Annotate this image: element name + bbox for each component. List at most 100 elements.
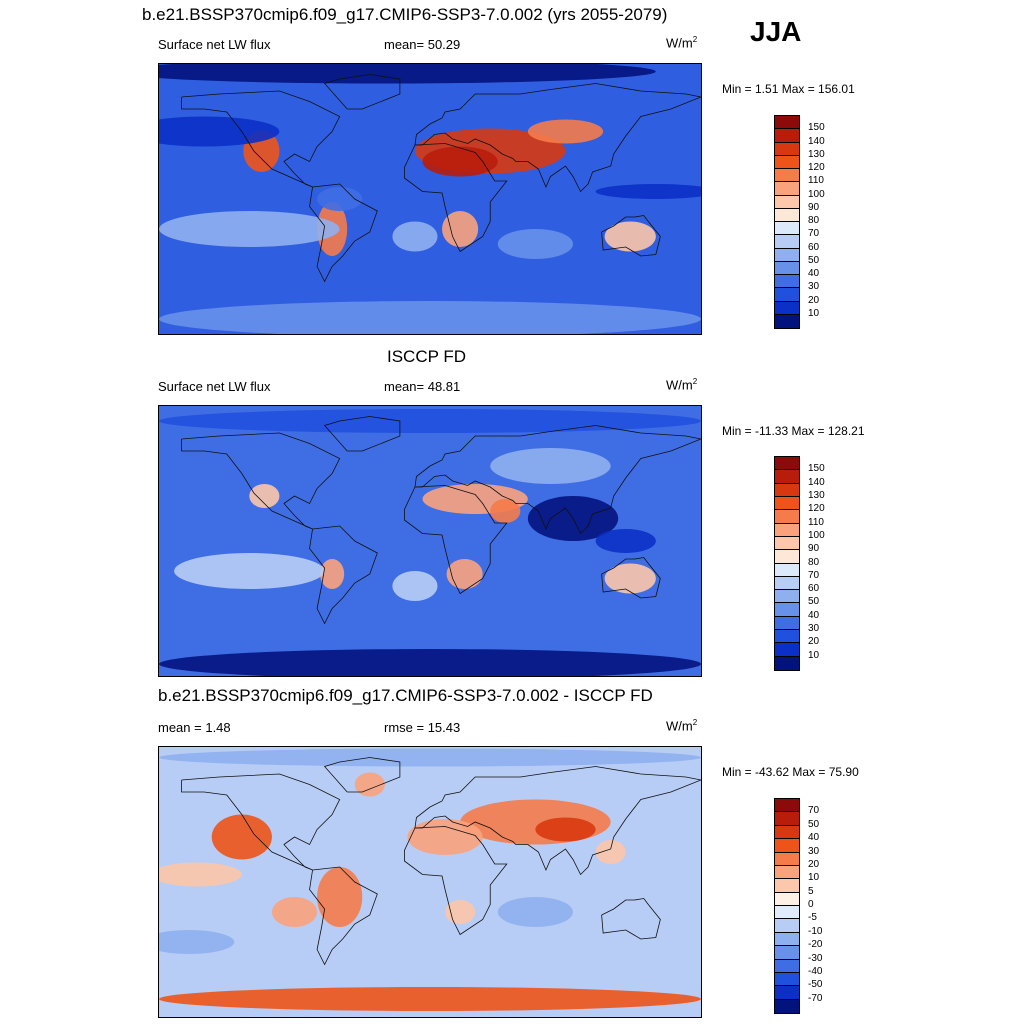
coastline xyxy=(404,826,508,936)
colorbar-tick-label: 140 xyxy=(808,135,825,147)
coastline xyxy=(181,432,341,530)
map-background xyxy=(159,747,701,1017)
colorbar-swatch xyxy=(775,235,799,249)
colorbar-tick-label: 30 xyxy=(808,845,820,857)
colorbar-swatch xyxy=(775,288,799,302)
colorbar-swatch xyxy=(775,799,799,813)
colorbar-swatch xyxy=(775,852,799,866)
colorbar-swatch xyxy=(775,261,799,275)
panel2-unit: W/m2 xyxy=(666,377,698,393)
panel1-map xyxy=(158,63,702,335)
colorbar-tick-label: 30 xyxy=(808,281,820,293)
field-patch xyxy=(497,897,574,927)
colorbar-tick-label: 100 xyxy=(808,529,825,541)
colorbar-swatch xyxy=(775,825,799,840)
field-patch xyxy=(159,64,656,84)
colorbar-swatch xyxy=(775,222,799,236)
panel2-mean: mean= 48.81 xyxy=(384,379,461,394)
colorbar-tick-label: 120 xyxy=(808,162,825,173)
colorbar-swatch xyxy=(775,563,799,577)
coastline xyxy=(404,143,508,253)
colorbar-tick-label: -70 xyxy=(808,992,823,1004)
panel3-map xyxy=(158,746,702,1018)
field-patch xyxy=(604,221,656,252)
colorbar-swatch xyxy=(775,523,799,537)
colorbar-tick-label: 50 xyxy=(808,254,820,266)
colorbar-swatch xyxy=(775,496,799,511)
field-patch xyxy=(527,119,604,144)
colorbar-swatch xyxy=(775,576,799,591)
colorbar-tick-label: 40 xyxy=(808,609,820,621)
field-patch xyxy=(392,571,438,601)
field-patch xyxy=(497,229,574,259)
panel1-mean: mean= 50.29 xyxy=(384,37,461,52)
colorbar-swatch xyxy=(775,812,799,826)
panel1-minmax: Min = 1.51 Max = 156.01 xyxy=(722,82,855,96)
colorbar-swatch xyxy=(775,470,799,484)
colorbar-tick-label: 130 xyxy=(808,489,825,501)
field-patch xyxy=(159,987,701,1011)
field-patch xyxy=(595,184,701,199)
panel3-mean: mean = 1.48 xyxy=(158,720,231,735)
colorbar-tick-label: 5 xyxy=(808,885,814,897)
field-patch xyxy=(490,448,611,484)
colorbar-tick-label: 30 xyxy=(808,623,820,635)
coastline xyxy=(309,525,378,625)
colorbar-swatch xyxy=(775,314,799,328)
colorbar-tick-label: 40 xyxy=(808,832,820,844)
field-patch xyxy=(354,772,385,797)
colorbar-tick-label: 10 xyxy=(808,649,820,661)
panel2-map xyxy=(158,405,702,677)
field-patch xyxy=(159,409,701,433)
colorbar-tick-label: 70 xyxy=(808,569,820,581)
colorbar-tick-label: 100 xyxy=(808,188,825,200)
colorbar-swatch xyxy=(775,590,799,604)
colorbar-tick-label: 130 xyxy=(808,148,825,160)
colorbar-tick-label: -40 xyxy=(808,965,823,977)
field-patch xyxy=(159,748,701,767)
panel1-unit: W/m2 xyxy=(666,35,698,51)
colorbar-tick-label: 60 xyxy=(808,241,820,253)
colorbar-swatch xyxy=(775,208,799,222)
colorbar-swatch xyxy=(775,986,799,1000)
panel3-unit: W/m2 xyxy=(666,718,698,734)
field-patch xyxy=(422,146,498,177)
colorbar-tick-label: 70 xyxy=(808,228,820,240)
colorbar-swatch xyxy=(775,999,799,1013)
map-background xyxy=(159,64,701,334)
colorbar-tick-label: 10 xyxy=(808,307,820,319)
field-patch xyxy=(445,900,476,924)
colorbar-swatch xyxy=(775,142,799,156)
coastline xyxy=(414,425,701,535)
colorbar-swatch xyxy=(775,879,799,893)
field-patch xyxy=(159,211,340,247)
coastline xyxy=(323,757,401,793)
colorbar-tick-label: -30 xyxy=(808,952,823,964)
panel2-minmax: Min = -11.33 Max = 128.21 xyxy=(722,424,865,438)
colorbar-swatch xyxy=(775,301,799,315)
colorbar-swatch xyxy=(775,616,799,631)
field-patch xyxy=(320,559,345,589)
colorbar-swatch xyxy=(775,839,799,853)
colorbar-swatch xyxy=(775,603,799,617)
field-patch xyxy=(159,116,280,147)
colorbar-tick-label: -50 xyxy=(808,979,823,991)
field-patch xyxy=(159,301,701,334)
field-patch xyxy=(604,563,656,594)
field-patch xyxy=(442,211,479,247)
field-patch xyxy=(159,862,242,887)
coastline xyxy=(323,416,401,452)
colorbar-tick-label: 140 xyxy=(808,476,825,488)
field-patch xyxy=(317,187,363,211)
field-patch xyxy=(249,484,280,508)
colorbar-tick-label: 90 xyxy=(808,543,820,555)
colorbar-swatch xyxy=(775,919,799,933)
colorbar-swatch xyxy=(775,656,799,670)
colorbar-tick-label: 50 xyxy=(808,818,820,830)
colorbar-swatch xyxy=(775,155,799,169)
panel3-title: b.e21.BSSP370cmip6.f09_g17.CMIP6-SSP3-7.… xyxy=(158,686,653,705)
panel3-colorbar xyxy=(774,798,800,1014)
field-patch xyxy=(595,529,656,553)
colorbar-swatch xyxy=(775,906,799,920)
coastline xyxy=(414,83,701,193)
